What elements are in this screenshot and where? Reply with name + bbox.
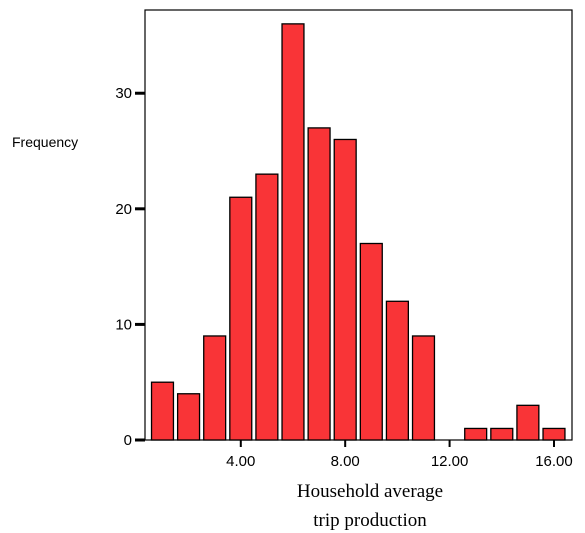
histogram-bar <box>203 335 227 441</box>
histogram-bar <box>411 335 436 441</box>
histogram-bar <box>255 173 279 441</box>
histogram-bar <box>542 427 566 441</box>
histogram-bar <box>464 427 488 441</box>
histogram-bar <box>359 242 383 441</box>
histogram-bar <box>229 196 253 441</box>
y-axis-label: Frequency <box>12 134 78 150</box>
y-tick-label: 20 <box>115 201 132 218</box>
histogram-bar <box>490 427 514 441</box>
x-axis-label-line-2: trip production <box>313 510 427 531</box>
histogram-bar <box>516 404 540 441</box>
y-tick-label: 0 <box>124 432 132 449</box>
histogram-bar <box>333 138 357 441</box>
axes-group: 0 10 20 30 4.00 8.00 12.00 16.00 <box>115 85 572 470</box>
y-tick-label: 30 <box>115 85 132 102</box>
x-axis-label-line-1: Household average <box>297 481 443 502</box>
plot-frame <box>144 9 573 441</box>
histogram-bar <box>385 300 410 441</box>
x-tick-label: 16.00 <box>535 453 573 470</box>
histogram-bar <box>176 393 201 441</box>
x-tick-label: 4.00 <box>226 453 255 470</box>
histogram-bar <box>150 381 175 441</box>
plot-border <box>144 9 573 441</box>
x-tick-label: 8.00 <box>331 453 360 470</box>
x-tick-label: 12.00 <box>431 453 469 470</box>
histogram-bar <box>281 23 305 441</box>
histogram-bar <box>307 127 331 441</box>
bars-group <box>150 23 566 441</box>
y-tick-label: 10 <box>115 316 132 333</box>
